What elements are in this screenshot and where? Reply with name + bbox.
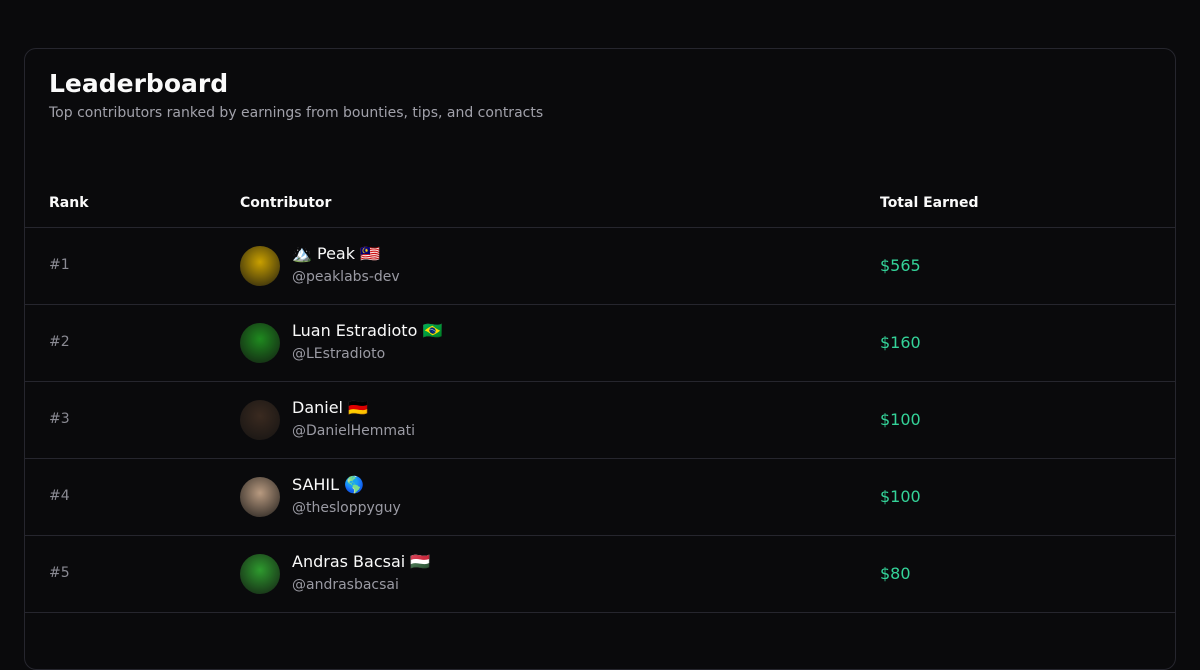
total-earned: $565	[880, 256, 921, 275]
table-row[interactable]: #4 SAHIL 🌎 @thesloppyguy $100	[25, 459, 1175, 536]
avatar[interactable]	[240, 400, 280, 440]
total-earned: $100	[880, 487, 921, 506]
contributor-handle[interactable]: @andrasbacsai	[292, 577, 399, 593]
contributor-name[interactable]: Andras Bacsai 🇭🇺	[292, 552, 431, 571]
page-subtitle: Top contributors ranked by earnings from…	[49, 105, 544, 121]
contributor-handle[interactable]: @LEstradioto	[292, 346, 386, 362]
contributor-name[interactable]: Luan Estradioto 🇧🇷	[292, 321, 443, 340]
column-contributor: Contributor	[240, 195, 332, 211]
rank: #4	[49, 488, 70, 504]
avatar[interactable]	[240, 246, 280, 286]
avatar[interactable]	[240, 477, 280, 517]
contributor-name[interactable]: 🏔️ Peak 🇲🇾	[292, 244, 381, 263]
contributor-handle[interactable]: @thesloppyguy	[292, 500, 401, 516]
page-title: Leaderboard	[49, 69, 229, 98]
avatar[interactable]	[240, 554, 280, 594]
total-earned: $100	[880, 410, 921, 429]
rank: #1	[49, 257, 70, 273]
leaderboard-card: Leaderboard Top contributors ranked by e…	[24, 48, 1176, 670]
table-header: Rank Contributor Total Earned	[25, 179, 1175, 228]
contributor-handle[interactable]: @DanielHemmati	[292, 423, 415, 439]
contributor-handle[interactable]: @peaklabs-dev	[292, 269, 400, 285]
rank: #5	[49, 565, 70, 581]
table-row[interactable]: #3 Daniel 🇩🇪 @DanielHemmati $100	[25, 382, 1175, 459]
table-row[interactable]: #5 Andras Bacsai 🇭🇺 @andrasbacsai $80	[25, 536, 1175, 613]
column-total-earned: Total Earned	[880, 195, 979, 211]
contributor-name[interactable]: SAHIL 🌎	[292, 475, 365, 494]
total-earned: $160	[880, 333, 921, 352]
column-rank: Rank	[49, 195, 89, 211]
table-row[interactable]: #2 Luan Estradioto 🇧🇷 @LEstradioto $160	[25, 305, 1175, 382]
contributor-name[interactable]: Daniel 🇩🇪	[292, 398, 369, 417]
avatar[interactable]	[240, 323, 280, 363]
total-earned: $80	[880, 564, 911, 583]
rank: #2	[49, 334, 70, 350]
rank: #3	[49, 411, 70, 427]
table-row[interactable]: #1 🏔️ Peak 🇲🇾 @peaklabs-dev $565	[25, 228, 1175, 305]
